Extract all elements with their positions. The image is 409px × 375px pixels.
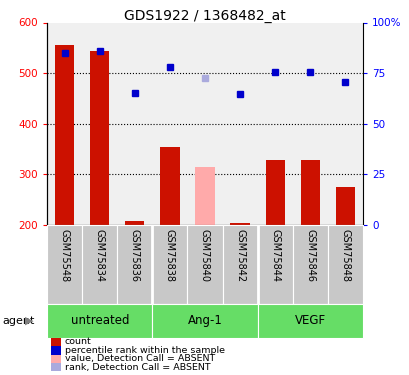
Bar [117, 225, 152, 304]
Bar [230, 224, 249, 225]
Bar [187, 225, 222, 304]
Text: VEGF: VEGF [294, 314, 325, 327]
Bar [292, 225, 327, 304]
Text: GSM75844: GSM75844 [270, 229, 279, 282]
Bar [47, 304, 152, 338]
Text: GSM75834: GSM75834 [94, 229, 105, 282]
Bar [327, 225, 362, 304]
Bar [55, 45, 74, 225]
Text: GSM75846: GSM75846 [304, 229, 315, 282]
Text: Ang-1: Ang-1 [187, 314, 222, 327]
Bar [257, 304, 362, 338]
Text: GDS1922 / 1368482_at: GDS1922 / 1368482_at [124, 9, 285, 23]
Bar [222, 225, 257, 304]
Text: GSM75836: GSM75836 [130, 229, 139, 282]
Bar [195, 167, 214, 225]
Text: GSM75842: GSM75842 [234, 229, 245, 282]
Text: GSM75548: GSM75548 [60, 229, 70, 282]
Bar [82, 225, 117, 304]
Bar [47, 225, 82, 304]
Text: ▶: ▶ [25, 316, 34, 326]
Bar [300, 160, 319, 225]
Bar [152, 225, 187, 304]
Text: value, Detection Call = ABSENT: value, Detection Call = ABSENT [65, 354, 214, 363]
Text: untreated: untreated [70, 314, 129, 327]
Text: GSM75848: GSM75848 [339, 229, 349, 282]
Bar [335, 187, 354, 225]
Bar [125, 222, 144, 225]
Bar [160, 147, 179, 225]
Text: percentile rank within the sample: percentile rank within the sample [65, 346, 224, 355]
Text: rank, Detection Call = ABSENT: rank, Detection Call = ABSENT [65, 363, 210, 372]
Bar [152, 304, 257, 338]
Bar [90, 51, 109, 225]
Text: GSM75840: GSM75840 [200, 229, 209, 282]
Text: GSM75838: GSM75838 [164, 229, 175, 282]
Text: count: count [65, 338, 91, 346]
Bar [257, 225, 292, 304]
Text: agent: agent [2, 316, 34, 326]
Bar [265, 160, 284, 225]
